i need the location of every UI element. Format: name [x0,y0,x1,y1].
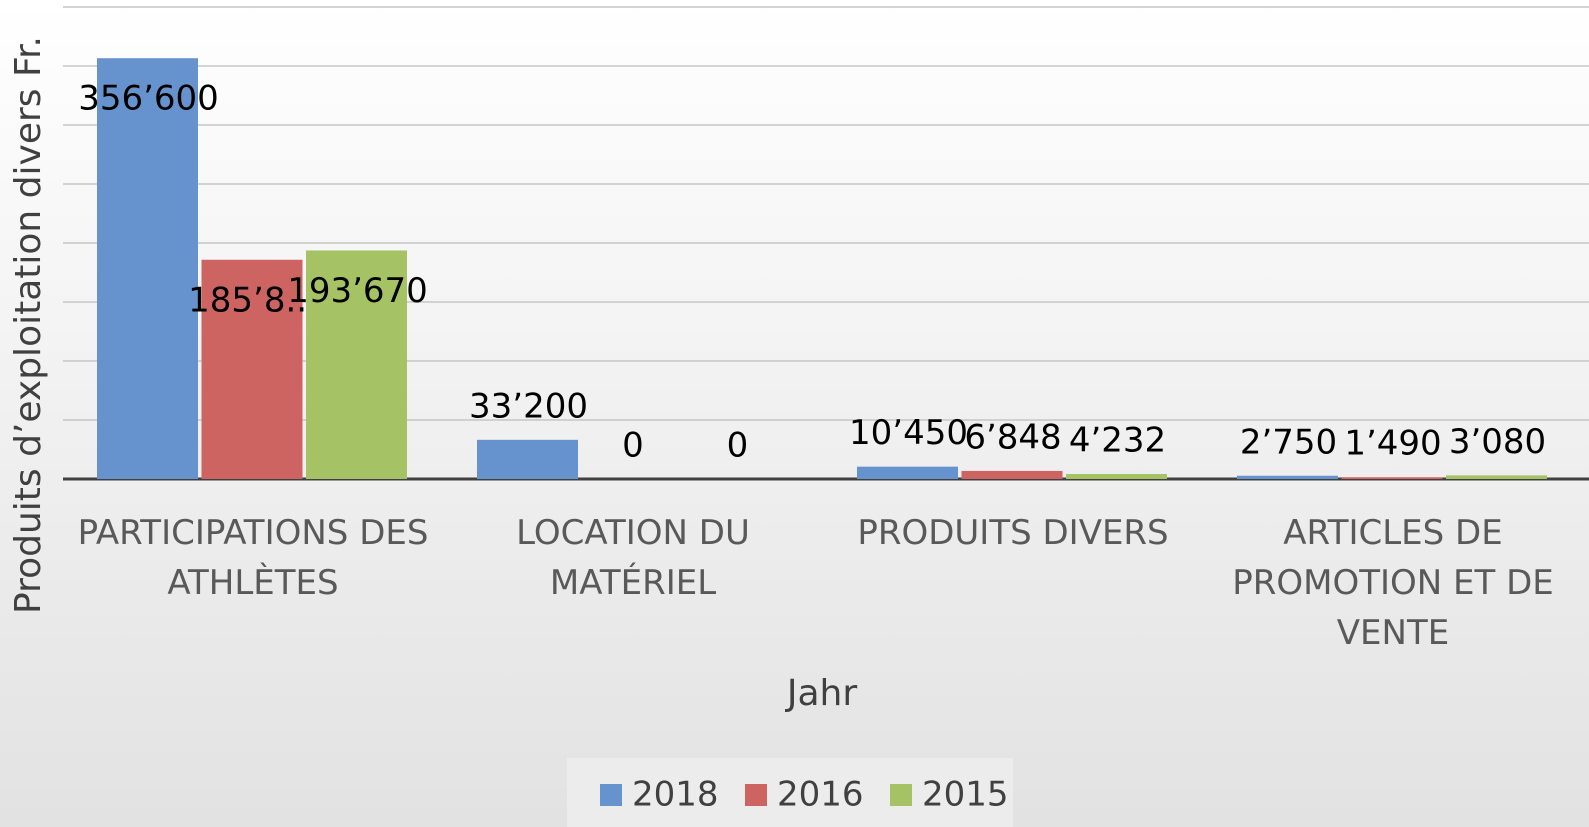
data-label: 0 [727,426,749,466]
y-axis-title: Produits d’exploitation divers Fr. [8,36,49,614]
bar [201,259,303,479]
data-label: 33’200 [469,386,588,426]
bar [477,439,578,479]
x-tick-label-box: LOCATION DU MATÉRIEL [516,513,750,603]
x-axis-title: Jahr [785,673,857,714]
legend-label: 2018 [632,775,719,815]
data-label: 1’490 [1344,424,1441,464]
data-label: 10’450 [849,413,968,453]
data-label: 2’750 [1240,422,1337,462]
x-tick-label-box: PARTICIPATIONS DES ATHLÈTES [77,513,429,603]
data-label: 193’670 [287,271,428,311]
bar [97,58,198,479]
legend-swatch [745,784,767,806]
data-label: 4’232 [1069,421,1166,461]
x-tick-label-box: PRODUITS DIVERS [857,513,1169,553]
x-tick-label: PRODUITS DIVERS [857,513,1169,553]
bar [961,470,1063,479]
bar [1446,475,1547,479]
x-tick-label: ARTICLES DE PROMOTION ET DE VENTE [1232,513,1554,653]
bar [857,466,958,479]
x-tick-label: PARTICIPATIONS DES ATHLÈTES [77,513,429,603]
bar [1066,474,1167,479]
legend-box [567,758,1013,827]
data-label: 185’8... [188,280,318,320]
data-label: 3’080 [1449,422,1546,462]
data-label: 6’848 [964,417,1061,457]
x-tick-label-box: ARTICLES DE PROMOTION ET DE VENTE [1232,513,1554,653]
bar [306,250,407,479]
bar [1341,477,1443,479]
bar [1237,475,1338,479]
legend-swatch [890,784,912,806]
legend-swatch [600,784,622,806]
data-label: 0 [622,426,644,466]
legend-label: 2015 [922,775,1009,815]
data-label: 356’600 [78,79,219,119]
x-tick-label: LOCATION DU MATÉRIEL [516,513,750,603]
legend-label: 2016 [777,775,864,815]
